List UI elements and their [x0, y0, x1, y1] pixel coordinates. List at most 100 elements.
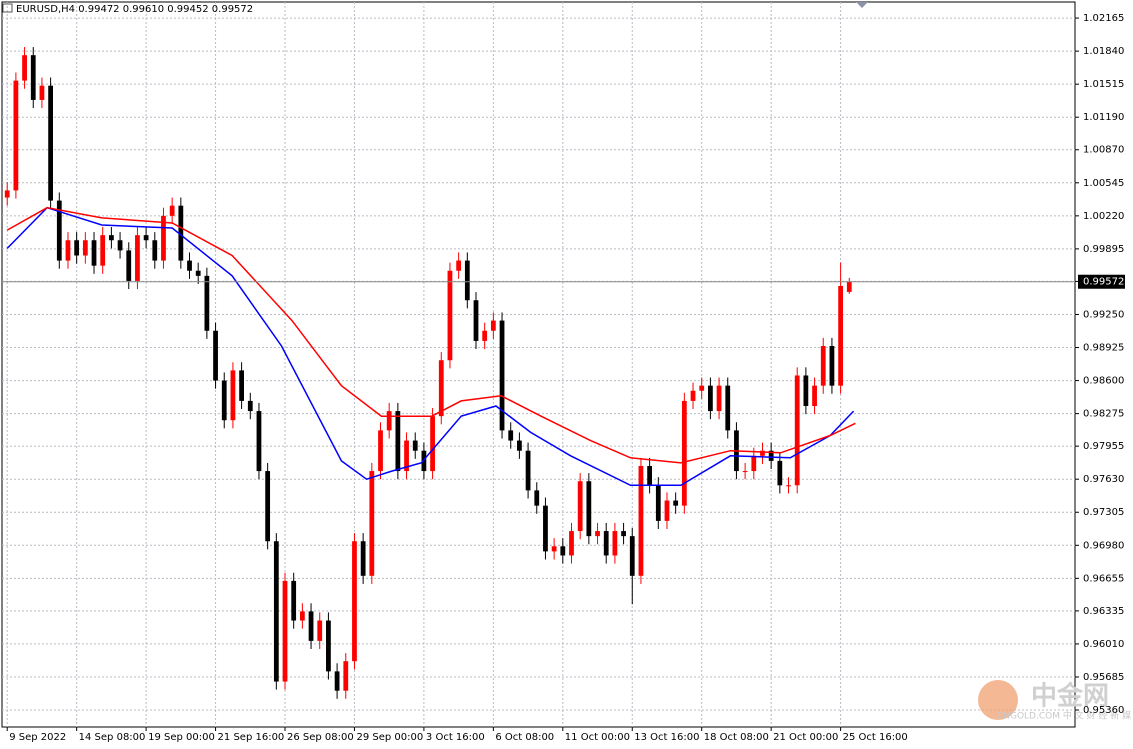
- candle-body: [430, 416, 435, 472]
- y-tick-label: 0.97630: [1083, 474, 1124, 485]
- candle-body: [135, 235, 140, 281]
- x-tick-label: 3 Oct 16:00: [426, 732, 485, 743]
- x-tick-label: 14 Sep 08:00: [79, 732, 146, 743]
- candle-body: [282, 580, 288, 682]
- y-tick-label: 0.96010: [1083, 639, 1124, 650]
- candle-body: [664, 500, 670, 521]
- y-tick-label: 1.01515: [1083, 79, 1124, 90]
- x-tick-label: 25 Oct 16:00: [843, 732, 908, 743]
- candle-body: [273, 541, 279, 682]
- current-price-box: [1078, 274, 1125, 289]
- candle-body: [647, 465, 653, 486]
- candle-body: [543, 505, 548, 552]
- candle-body: [768, 450, 774, 461]
- y-tick-label: 0.97955: [1083, 441, 1124, 452]
- candle-body: [786, 485, 791, 487]
- candle-body: [4, 190, 10, 198]
- candle-body: [100, 235, 106, 266]
- candle-body: [595, 531, 600, 537]
- candle-body: [621, 531, 626, 537]
- candle-body: [187, 260, 192, 271]
- candle-body: [760, 450, 765, 456]
- watermark-logo: [978, 680, 1018, 720]
- candle-body: [560, 546, 566, 556]
- candle-body: [56, 200, 62, 261]
- candle-body: [169, 205, 175, 216]
- moving-average-line: [6, 206, 855, 487]
- candle-body: [352, 541, 357, 662]
- x-tick-label: 21 Sep 16:00: [218, 732, 285, 743]
- candle-body: [777, 460, 783, 486]
- candle-body: [742, 471, 748, 473]
- y-tick-label: 1.00220: [1083, 211, 1124, 222]
- moving-average-line: [6, 206, 856, 464]
- x-tick-label: 18 Oct 08:00: [704, 732, 769, 743]
- plot-frame: [1, 1, 1076, 728]
- x-tick-label: 9 Sep 2022: [9, 732, 66, 743]
- candle-body: [204, 275, 210, 331]
- candle-body: [690, 390, 696, 401]
- candle-body: [482, 330, 488, 341]
- candle-body: [74, 240, 80, 256]
- candle-body: [569, 531, 574, 556]
- candle-body: [838, 286, 843, 386]
- x-tick-label: 21 Oct 00:00: [773, 732, 838, 743]
- candle-body: [716, 385, 722, 412]
- candle-body: [673, 500, 679, 506]
- candle-body: [794, 375, 800, 486]
- candle-body: [343, 661, 349, 691]
- chart-header: EURUSD,H4 0.99472 0.99610 0.99452 0.9957…: [16, 4, 253, 15]
- candle-body: [143, 235, 149, 241]
- candle-body: [326, 620, 331, 672]
- candle-body: [117, 240, 123, 251]
- candle-body: [438, 360, 444, 417]
- y-tick-label: 0.96655: [1083, 573, 1124, 584]
- candle-body: [473, 300, 479, 341]
- candle-body: [534, 490, 540, 506]
- candle-body: [517, 440, 522, 451]
- candle-body: [256, 411, 262, 472]
- candle-body: [404, 440, 409, 472]
- candle-body: [195, 270, 201, 276]
- candle-body: [499, 320, 505, 431]
- y-tick-label: 1.00545: [1083, 178, 1124, 189]
- candle-body: [65, 240, 71, 261]
- candle-body: [490, 320, 496, 331]
- candle-body: [221, 380, 227, 421]
- x-tick-label: 6 Oct 08:00: [495, 732, 554, 743]
- candle-body: [247, 400, 253, 412]
- candle-body: [525, 450, 531, 491]
- candle-body: [360, 541, 366, 576]
- y-tick-label: 0.99250: [1083, 309, 1124, 320]
- candle-body: [395, 411, 401, 472]
- x-tick-label: 29 Sep 00:00: [356, 732, 423, 743]
- candle-body: [13, 80, 19, 191]
- candle-body: [638, 465, 644, 576]
- candle-body: [751, 455, 757, 472]
- y-tick-label: 0.96335: [1083, 606, 1124, 617]
- candle-body: [82, 240, 88, 256]
- current-price-label: 0.99572: [1083, 277, 1124, 288]
- candle-body: [456, 260, 462, 271]
- candle-body: [30, 55, 36, 100]
- y-tick-label: 1.01190: [1083, 112, 1124, 123]
- watermark: 中金网 CNGOLD.COM 中 文 财 经 新 媒 体: [978, 680, 1133, 722]
- candle-body: [91, 240, 97, 266]
- candle-body: [820, 345, 826, 386]
- candle-body: [299, 611, 305, 621]
- candle-body: [629, 536, 635, 576]
- candle-body: [291, 580, 297, 621]
- watermark-text: 中金网: [1031, 681, 1109, 712]
- candle-body: [369, 471, 375, 576]
- candle-body: [699, 385, 705, 391]
- candle-body: [708, 385, 713, 412]
- candle-body: [803, 375, 809, 406]
- candle-body: [612, 531, 618, 556]
- candle-body: [22, 55, 27, 81]
- candle-body: [308, 611, 314, 641]
- candle-body: [447, 270, 453, 361]
- y-tick-label: 0.96980: [1083, 540, 1124, 551]
- candle-body: [265, 471, 271, 542]
- candle-body: [239, 370, 244, 401]
